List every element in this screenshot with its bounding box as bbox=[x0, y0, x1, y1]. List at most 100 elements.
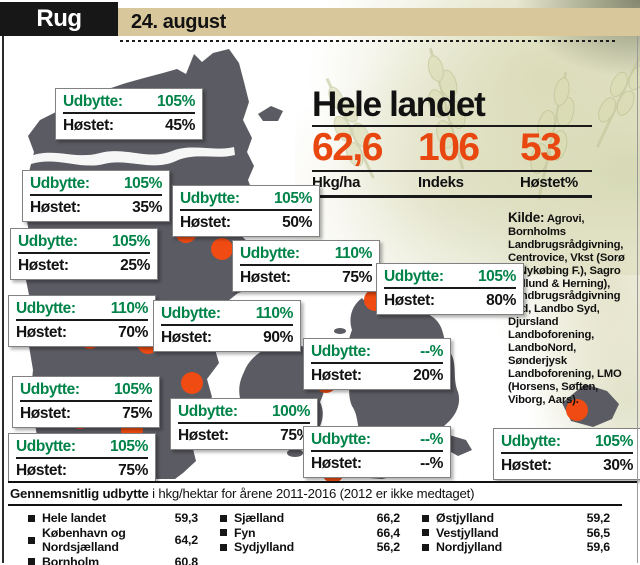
table-column: Østjylland 59,2 Vestjylland 56,5 Nordjylla… bbox=[422, 511, 610, 565]
row-value: 60,8 bbox=[174, 554, 199, 565]
row-label: Hele landet bbox=[42, 511, 106, 525]
stat-value-indeks: 106 bbox=[418, 126, 480, 169]
bullet-icon bbox=[422, 529, 429, 537]
udbytte-value: 110% bbox=[110, 300, 149, 317]
stat-label-hostet: Høstet% bbox=[520, 174, 578, 191]
hostet-label: Høstet: bbox=[501, 457, 552, 474]
bullet-icon bbox=[28, 536, 35, 544]
bullet-icon bbox=[220, 529, 227, 537]
row-label: Fyn bbox=[234, 525, 256, 540]
udbytte-label: Udbytte: bbox=[161, 305, 221, 322]
udbytte-value: --% bbox=[420, 343, 443, 360]
row-value: 56,5 bbox=[586, 525, 611, 540]
udbytte-value: 100% bbox=[271, 403, 310, 420]
national-summary-title: Hele landet bbox=[312, 85, 486, 124]
map-laesoe bbox=[258, 106, 283, 121]
map-island-aeroe bbox=[287, 449, 303, 457]
table-row: Sjælland 66,2 bbox=[220, 511, 400, 526]
stat-label-hkg: Hkg/ha bbox=[312, 174, 361, 191]
hostet-label: Høstet: bbox=[311, 455, 362, 472]
hostet-label: Høstet: bbox=[18, 257, 69, 274]
frame-left-border bbox=[2, 36, 4, 563]
table-grid: Hele landet 59,3 København og Nordsjællan… bbox=[8, 506, 637, 565]
region-callout: Udbytte: 105% Høstet: 35% bbox=[22, 170, 170, 222]
udbytte-value: 105% bbox=[123, 175, 162, 192]
hostet-value: 75% bbox=[280, 427, 310, 444]
row-label: Sydjylland bbox=[234, 540, 294, 554]
hostet-label: Høstet: bbox=[16, 462, 67, 479]
table-row: Sydjylland 56,2 bbox=[220, 540, 400, 555]
region-callout: Udbytte: --% Høstet: 20% bbox=[303, 338, 451, 390]
table-row: Vestjylland 56,5 bbox=[422, 526, 610, 541]
udbytte-label: Udbytte: bbox=[240, 245, 300, 262]
region-callout: Udbytte: 110% Høstet: 90% bbox=[153, 300, 301, 352]
hostet-label: Høstet: bbox=[384, 292, 435, 309]
hostet-label: Høstet: bbox=[311, 367, 362, 384]
region-callout: Udbytte: 105% Høstet: 30% bbox=[493, 428, 640, 480]
table-column: Sjælland 66,2 Fyn 66,4 Sydjylland 56,2 bbox=[220, 511, 400, 565]
table-title: Gennemsnitlig udbytte i hkg/hektar for å… bbox=[8, 483, 622, 506]
hostet-label: Høstet: bbox=[240, 269, 291, 286]
region-callout: Udbytte: 100% Høstet: 75% bbox=[170, 398, 318, 450]
table-row: Fyn 66,4 bbox=[220, 526, 400, 541]
hostet-label: Høstet: bbox=[178, 427, 229, 444]
hostet-value: 25% bbox=[120, 257, 150, 274]
row-value: 59,6 bbox=[586, 540, 611, 554]
udbytte-value: 105% bbox=[113, 381, 152, 398]
bullet-icon bbox=[422, 543, 429, 551]
national-summary-labels: Hkg/ha Indeks Høstet% bbox=[312, 172, 592, 198]
table-row: København og Nordsjælland 64,2 bbox=[28, 526, 198, 555]
table-row: Hele landet 59,3 bbox=[28, 511, 198, 526]
source-text: Agrovi, Bornholms Landbrugsrådgivning, C… bbox=[508, 213, 625, 406]
row-label: Nordjylland bbox=[436, 540, 502, 554]
map-moen bbox=[444, 434, 472, 456]
region-callout: Udbytte: 110% Høstet: 70% bbox=[8, 295, 156, 347]
udbytte-value: 105% bbox=[156, 93, 195, 110]
wheat-ears-decor bbox=[325, 42, 640, 200]
dashed-divider bbox=[120, 40, 618, 42]
region-callout: Udbytte: 105% Høstet: 75% bbox=[8, 433, 156, 485]
hostet-label: Høstet: bbox=[180, 214, 231, 231]
map-dot bbox=[181, 372, 203, 394]
map-dot bbox=[211, 238, 233, 260]
udbytte-value: 105% bbox=[111, 233, 150, 250]
table-row: Nordjylland 59,6 bbox=[422, 540, 610, 555]
row-value: 59,2 bbox=[586, 511, 611, 525]
table-row: Østjylland 59,2 bbox=[422, 511, 610, 526]
hostet-label: Høstet: bbox=[20, 405, 71, 422]
udbytte-label: Udbytte: bbox=[311, 343, 371, 360]
crop-title: Rug bbox=[0, 2, 118, 36]
region-callout: Udbytte: 105% Høstet: 75% bbox=[12, 376, 160, 428]
bullet-icon bbox=[220, 514, 227, 522]
region-callout: Udbytte: 110% Høstet: 75% bbox=[232, 240, 380, 292]
table-row: Bornholm 60,8 bbox=[28, 555, 198, 565]
hostet-value: 20% bbox=[413, 367, 443, 384]
national-summary-values: 62,6 106 53 bbox=[312, 127, 592, 172]
source-label: Kilde: bbox=[508, 210, 545, 225]
map-dot bbox=[566, 399, 588, 421]
udbytte-value: 110% bbox=[255, 305, 294, 322]
region-callout: Udbytte: --% Høstet: --% bbox=[303, 426, 451, 478]
hostet-value: 70% bbox=[118, 324, 148, 341]
bullet-icon bbox=[422, 514, 429, 522]
date-bar: 24. august bbox=[118, 8, 640, 36]
stat-label-indeks: Indeks bbox=[418, 174, 464, 191]
udbytte-label: Udbytte: bbox=[30, 175, 90, 192]
source-note: Kilde: Agrovi, Bornholms Landbrugsrådgiv… bbox=[508, 210, 635, 407]
hostet-value: 75% bbox=[118, 462, 148, 479]
map-limfjord bbox=[30, 147, 235, 166]
udbytte-value: 105% bbox=[109, 438, 148, 455]
bullet-icon bbox=[28, 558, 35, 565]
hostet-value: 90% bbox=[263, 329, 293, 346]
udbytte-value: 105% bbox=[594, 433, 633, 450]
hostet-value: 50% bbox=[282, 214, 312, 231]
hostet-label: Høstet: bbox=[63, 117, 114, 134]
region-callout: Udbytte: 105% Høstet: 50% bbox=[172, 185, 320, 237]
row-label: Sjælland bbox=[234, 511, 285, 525]
udbytte-value: --% bbox=[420, 431, 443, 448]
row-value: 66,4 bbox=[376, 525, 401, 540]
region-callout: Udbytte: 105% Høstet: 25% bbox=[10, 228, 158, 280]
udbytte-label: Udbytte: bbox=[18, 233, 78, 250]
wheat-photo-top bbox=[295, 0, 640, 275]
